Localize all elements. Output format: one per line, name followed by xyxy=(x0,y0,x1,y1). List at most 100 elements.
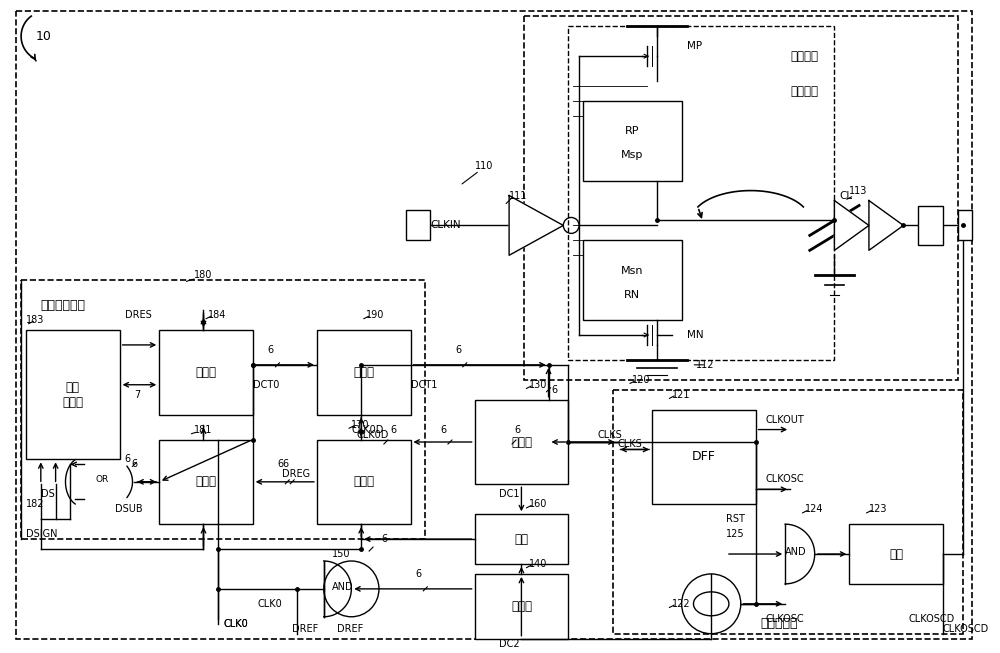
Text: 6: 6 xyxy=(440,424,446,434)
Text: DSIGN: DSIGN xyxy=(26,529,58,539)
Text: RP: RP xyxy=(625,126,640,136)
Text: 6: 6 xyxy=(268,345,274,355)
Text: DREF: DREF xyxy=(337,624,363,633)
Polygon shape xyxy=(509,195,563,255)
Text: Msp: Msp xyxy=(621,150,644,160)
FancyBboxPatch shape xyxy=(583,101,682,181)
Text: 123: 123 xyxy=(869,504,887,514)
Text: DCT1: DCT1 xyxy=(411,380,437,390)
Text: 6: 6 xyxy=(125,454,131,464)
Text: 160: 160 xyxy=(529,500,547,509)
Text: DC2: DC2 xyxy=(499,639,520,648)
Text: 有限
状态机: 有限 状态机 xyxy=(62,381,83,409)
Text: 121: 121 xyxy=(672,390,690,400)
Text: 工作周期: 工作周期 xyxy=(790,50,818,63)
Text: 112: 112 xyxy=(696,360,715,370)
Text: CLK0: CLK0 xyxy=(258,599,282,609)
Text: 缓存器: 缓存器 xyxy=(353,475,374,488)
Text: DRES: DRES xyxy=(125,310,151,320)
Text: 6: 6 xyxy=(455,345,461,355)
Text: DFF: DFF xyxy=(692,451,716,464)
Text: 113: 113 xyxy=(849,185,868,196)
Text: CLKOUT: CLKOUT xyxy=(765,415,804,424)
Text: MN: MN xyxy=(687,330,703,340)
FancyBboxPatch shape xyxy=(652,409,756,504)
Text: 计数器: 计数器 xyxy=(511,436,532,449)
Text: 181: 181 xyxy=(194,424,212,434)
FancyBboxPatch shape xyxy=(475,400,568,485)
Text: AND: AND xyxy=(785,547,807,557)
Text: 122: 122 xyxy=(672,599,690,609)
Text: 6: 6 xyxy=(551,385,558,394)
Text: MP: MP xyxy=(687,41,702,51)
Text: DC1: DC1 xyxy=(499,489,520,500)
Text: 124: 124 xyxy=(805,504,823,514)
Text: CLKIN: CLKIN xyxy=(430,221,461,231)
Text: 111: 111 xyxy=(509,191,527,200)
Text: CL: CL xyxy=(839,191,852,200)
FancyBboxPatch shape xyxy=(849,524,943,584)
Text: 182: 182 xyxy=(26,500,45,509)
FancyBboxPatch shape xyxy=(958,210,972,240)
Text: 6: 6 xyxy=(277,460,284,470)
Text: 6: 6 xyxy=(381,534,387,544)
Text: DSUB: DSUB xyxy=(115,504,142,514)
Text: DCT0: DCT0 xyxy=(253,380,279,390)
Text: OR: OR xyxy=(95,475,108,484)
Text: 110: 110 xyxy=(475,161,493,170)
Text: 125: 125 xyxy=(726,529,745,539)
Text: RST: RST xyxy=(726,514,745,524)
Text: 6: 6 xyxy=(514,424,520,434)
Text: 140: 140 xyxy=(529,559,547,569)
Text: CLK0D: CLK0D xyxy=(351,424,384,434)
Text: 6: 6 xyxy=(415,569,422,579)
Text: AND: AND xyxy=(332,582,353,592)
Polygon shape xyxy=(869,200,903,250)
Text: 10: 10 xyxy=(36,30,52,42)
Text: CLKS: CLKS xyxy=(598,430,623,439)
Text: DREF: DREF xyxy=(292,624,318,633)
Text: 6: 6 xyxy=(391,424,397,434)
Text: 计数器: 计数器 xyxy=(511,600,532,613)
Text: 异步取样器: 异步取样器 xyxy=(760,617,798,630)
Text: CLKOSCD: CLKOSCD xyxy=(908,614,955,624)
Text: CLKOSC: CLKOSC xyxy=(765,474,804,485)
Text: 延迟: 延迟 xyxy=(514,533,528,546)
FancyBboxPatch shape xyxy=(475,574,568,639)
Text: 184: 184 xyxy=(208,310,227,320)
Text: DREG: DREG xyxy=(282,470,310,479)
Text: CLKS: CLKS xyxy=(618,439,642,449)
Text: Msn: Msn xyxy=(621,266,644,276)
Text: 183: 183 xyxy=(26,315,44,325)
Text: 加法器: 加法器 xyxy=(195,366,216,379)
Text: CLK0D: CLK0D xyxy=(356,430,389,439)
FancyBboxPatch shape xyxy=(317,330,411,415)
Text: CLKOSCD: CLKOSCD xyxy=(943,624,989,633)
Text: 校正控制电路: 校正控制电路 xyxy=(41,298,86,311)
Text: 150: 150 xyxy=(332,549,350,559)
Text: 6: 6 xyxy=(282,460,288,470)
FancyBboxPatch shape xyxy=(26,330,120,460)
Text: 120: 120 xyxy=(632,375,651,385)
FancyBboxPatch shape xyxy=(583,240,682,320)
Text: 190: 190 xyxy=(366,310,385,320)
Text: CLK0: CLK0 xyxy=(223,619,248,629)
Text: 180: 180 xyxy=(194,270,212,280)
FancyBboxPatch shape xyxy=(918,206,943,246)
Polygon shape xyxy=(324,561,379,617)
Text: DS: DS xyxy=(41,489,55,500)
Text: 延迟: 延迟 xyxy=(889,547,903,560)
FancyBboxPatch shape xyxy=(159,330,253,415)
Text: 170: 170 xyxy=(351,420,370,430)
Text: CLKOSC: CLKOSC xyxy=(765,614,804,624)
Text: 6: 6 xyxy=(132,460,138,470)
Text: 130: 130 xyxy=(529,380,547,390)
FancyBboxPatch shape xyxy=(159,439,253,524)
FancyBboxPatch shape xyxy=(475,514,568,564)
FancyBboxPatch shape xyxy=(406,210,430,240)
FancyBboxPatch shape xyxy=(317,439,411,524)
Text: RN: RN xyxy=(624,289,640,300)
Polygon shape xyxy=(834,200,869,250)
Text: 7: 7 xyxy=(134,390,141,400)
Text: 调整电路: 调整电路 xyxy=(790,84,818,97)
